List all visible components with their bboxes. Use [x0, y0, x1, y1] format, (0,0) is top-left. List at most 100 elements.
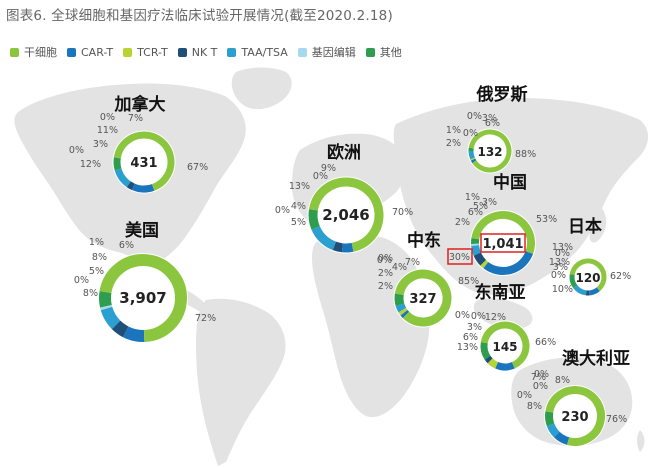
map-africa: [312, 233, 430, 418]
donut-segment-gene-editing: [100, 304, 113, 311]
donut-segment-other: [394, 293, 405, 306]
region-name: 东南亚: [475, 282, 526, 303]
legend-swatch: [177, 47, 187, 57]
percent-label-other: 7%: [405, 257, 420, 268]
percent-label-nk-t: 0%: [533, 381, 548, 392]
percent-label-stem-cell: 70%: [392, 207, 413, 218]
legend-item-car-t: CAR-T: [67, 46, 113, 59]
percent-label-car-t: 5%: [291, 217, 306, 228]
donut-total-value: 132: [477, 145, 502, 159]
percent-label-car-t: 30%: [449, 252, 470, 263]
donut-segment-stem-cell: [468, 129, 512, 173]
donut-segment-taa-tsa: [573, 285, 587, 296]
percent-label-nk-t: 0%: [463, 128, 478, 139]
donut-segment-car-t: [341, 242, 354, 253]
percent-label-stem-cell: 66%: [535, 337, 556, 348]
region-china: 1,041 中国 53% 30% 2%6%5%1% 3%: [449, 172, 557, 276]
percent-label-gene-editing: 0%: [534, 369, 549, 380]
legend-swatch: [123, 47, 133, 57]
percent-label-tcr-t: 0%: [69, 145, 84, 156]
percent-label-other: 8%: [555, 375, 570, 386]
donut-segment-car-t: [483, 250, 534, 275]
region-name: 美国: [125, 220, 159, 241]
percent-label-tcr-t: 0%: [517, 390, 532, 401]
percent-label-taa-tsa: 4%: [392, 262, 407, 273]
donut-total-value: 230: [561, 410, 588, 425]
percent-label-nk-t: 0%: [378, 253, 393, 264]
percent-label-nk-t: 5%: [89, 266, 104, 277]
percent-label-taa-tsa: 8%: [92, 252, 107, 263]
percent-label-nk-t: 6%: [468, 207, 483, 218]
percent-label-other: 9%: [321, 163, 336, 174]
donut-segment-car-t: [553, 431, 570, 445]
legend: 干细胞 CAR-T TCR-T NK T TAA/TSA 基因编辑 其他: [10, 44, 412, 60]
region-name: 欧洲: [327, 142, 361, 163]
region-name: 澳大利亚: [562, 348, 630, 369]
highlight-box-china-car-t: [447, 248, 473, 265]
donut-total-value: 327: [409, 292, 436, 307]
legend-label: NK T: [191, 45, 218, 59]
percent-label-nk-t: 3%: [553, 262, 568, 273]
percent-label-stem-cell: 85%: [458, 276, 479, 287]
percent-label-gene-editing: 0%: [455, 310, 470, 321]
map-south-america: [196, 298, 286, 466]
percent-label-other: 3%: [482, 197, 497, 208]
percent-label-taa-tsa: 6%: [485, 118, 500, 129]
percent-label-stem-cell: 67%: [187, 162, 208, 173]
donut-segment-stem-cell: [99, 254, 187, 342]
donut-backdrop: [470, 210, 536, 276]
donut-segment-stem-cell: [394, 269, 452, 327]
percent-label-stem-cell: 72%: [195, 313, 216, 324]
legend-label: TAA/TSA: [241, 45, 288, 59]
donut-segment-stem-cell: [569, 258, 607, 292]
legend-label: TCR-T: [137, 45, 168, 59]
map-maritime-southeast-asia: [473, 298, 533, 329]
percent-label-taa-tsa: 0%: [471, 311, 486, 322]
legend-swatch: [227, 47, 237, 57]
legend-label: 其他: [379, 46, 402, 59]
percent-label-tcr-t: 0%: [551, 270, 566, 281]
percent-label-gene-editing: 0%: [313, 171, 328, 182]
percent-label-tcr-t: 6%: [463, 332, 478, 343]
donut-segment-tcr-t: [480, 259, 489, 269]
donut-segment-stem-cell: [480, 321, 530, 369]
donut-total-value: 145: [492, 340, 517, 354]
donut-segment-tcr-t: [470, 157, 476, 161]
percent-label-gene-editing: 0%: [377, 255, 392, 266]
region-name: 中东: [407, 230, 441, 251]
donut-backdrop: [98, 253, 188, 343]
percent-label-tcr-t: 0%: [74, 275, 89, 286]
percent-label-nk-t: 4%: [291, 201, 306, 212]
legend-item-taa-tsa: TAA/TSA: [227, 45, 288, 59]
percent-label-stem-cell: 88%: [515, 149, 536, 160]
donut-segment-nk-t: [332, 241, 343, 253]
percent-label-stem-cell: 62%: [610, 271, 631, 282]
region-name: 加拿大: [114, 94, 166, 115]
legend-item-stem-cell: 干细胞: [10, 44, 57, 60]
region-name: 日本: [568, 216, 602, 237]
donut-segment-other: [545, 411, 555, 427]
donut-segment-car-t: [495, 361, 515, 371]
percent-label-taa-tsa: 11%: [97, 125, 118, 136]
percent-label-other: 3%: [482, 113, 497, 124]
percent-label-other: 13%: [552, 242, 573, 253]
donut-segment-taa-tsa: [468, 151, 475, 160]
percent-label-taa-tsa: 5%: [473, 201, 488, 212]
region-name: 俄罗斯: [476, 84, 528, 105]
donut-backdrop: [467, 128, 513, 174]
donut-segment-other: [569, 274, 578, 289]
donut-total-value: 120: [575, 271, 600, 285]
legend-swatch: [10, 47, 19, 57]
donut-segment-stem-cell: [545, 386, 605, 446]
legend-item-gene-editing: 基因编辑: [297, 44, 356, 60]
donut-segment-taa-tsa: [114, 168, 131, 188]
donut-segment-stem-cell: [471, 211, 535, 254]
donut-segment-car-t: [588, 287, 600, 296]
donut-segment-taa-tsa: [395, 303, 407, 313]
donut-segment-car-t: [123, 326, 145, 342]
legend-swatch: [297, 47, 307, 57]
donut-segment-other: [480, 342, 491, 360]
